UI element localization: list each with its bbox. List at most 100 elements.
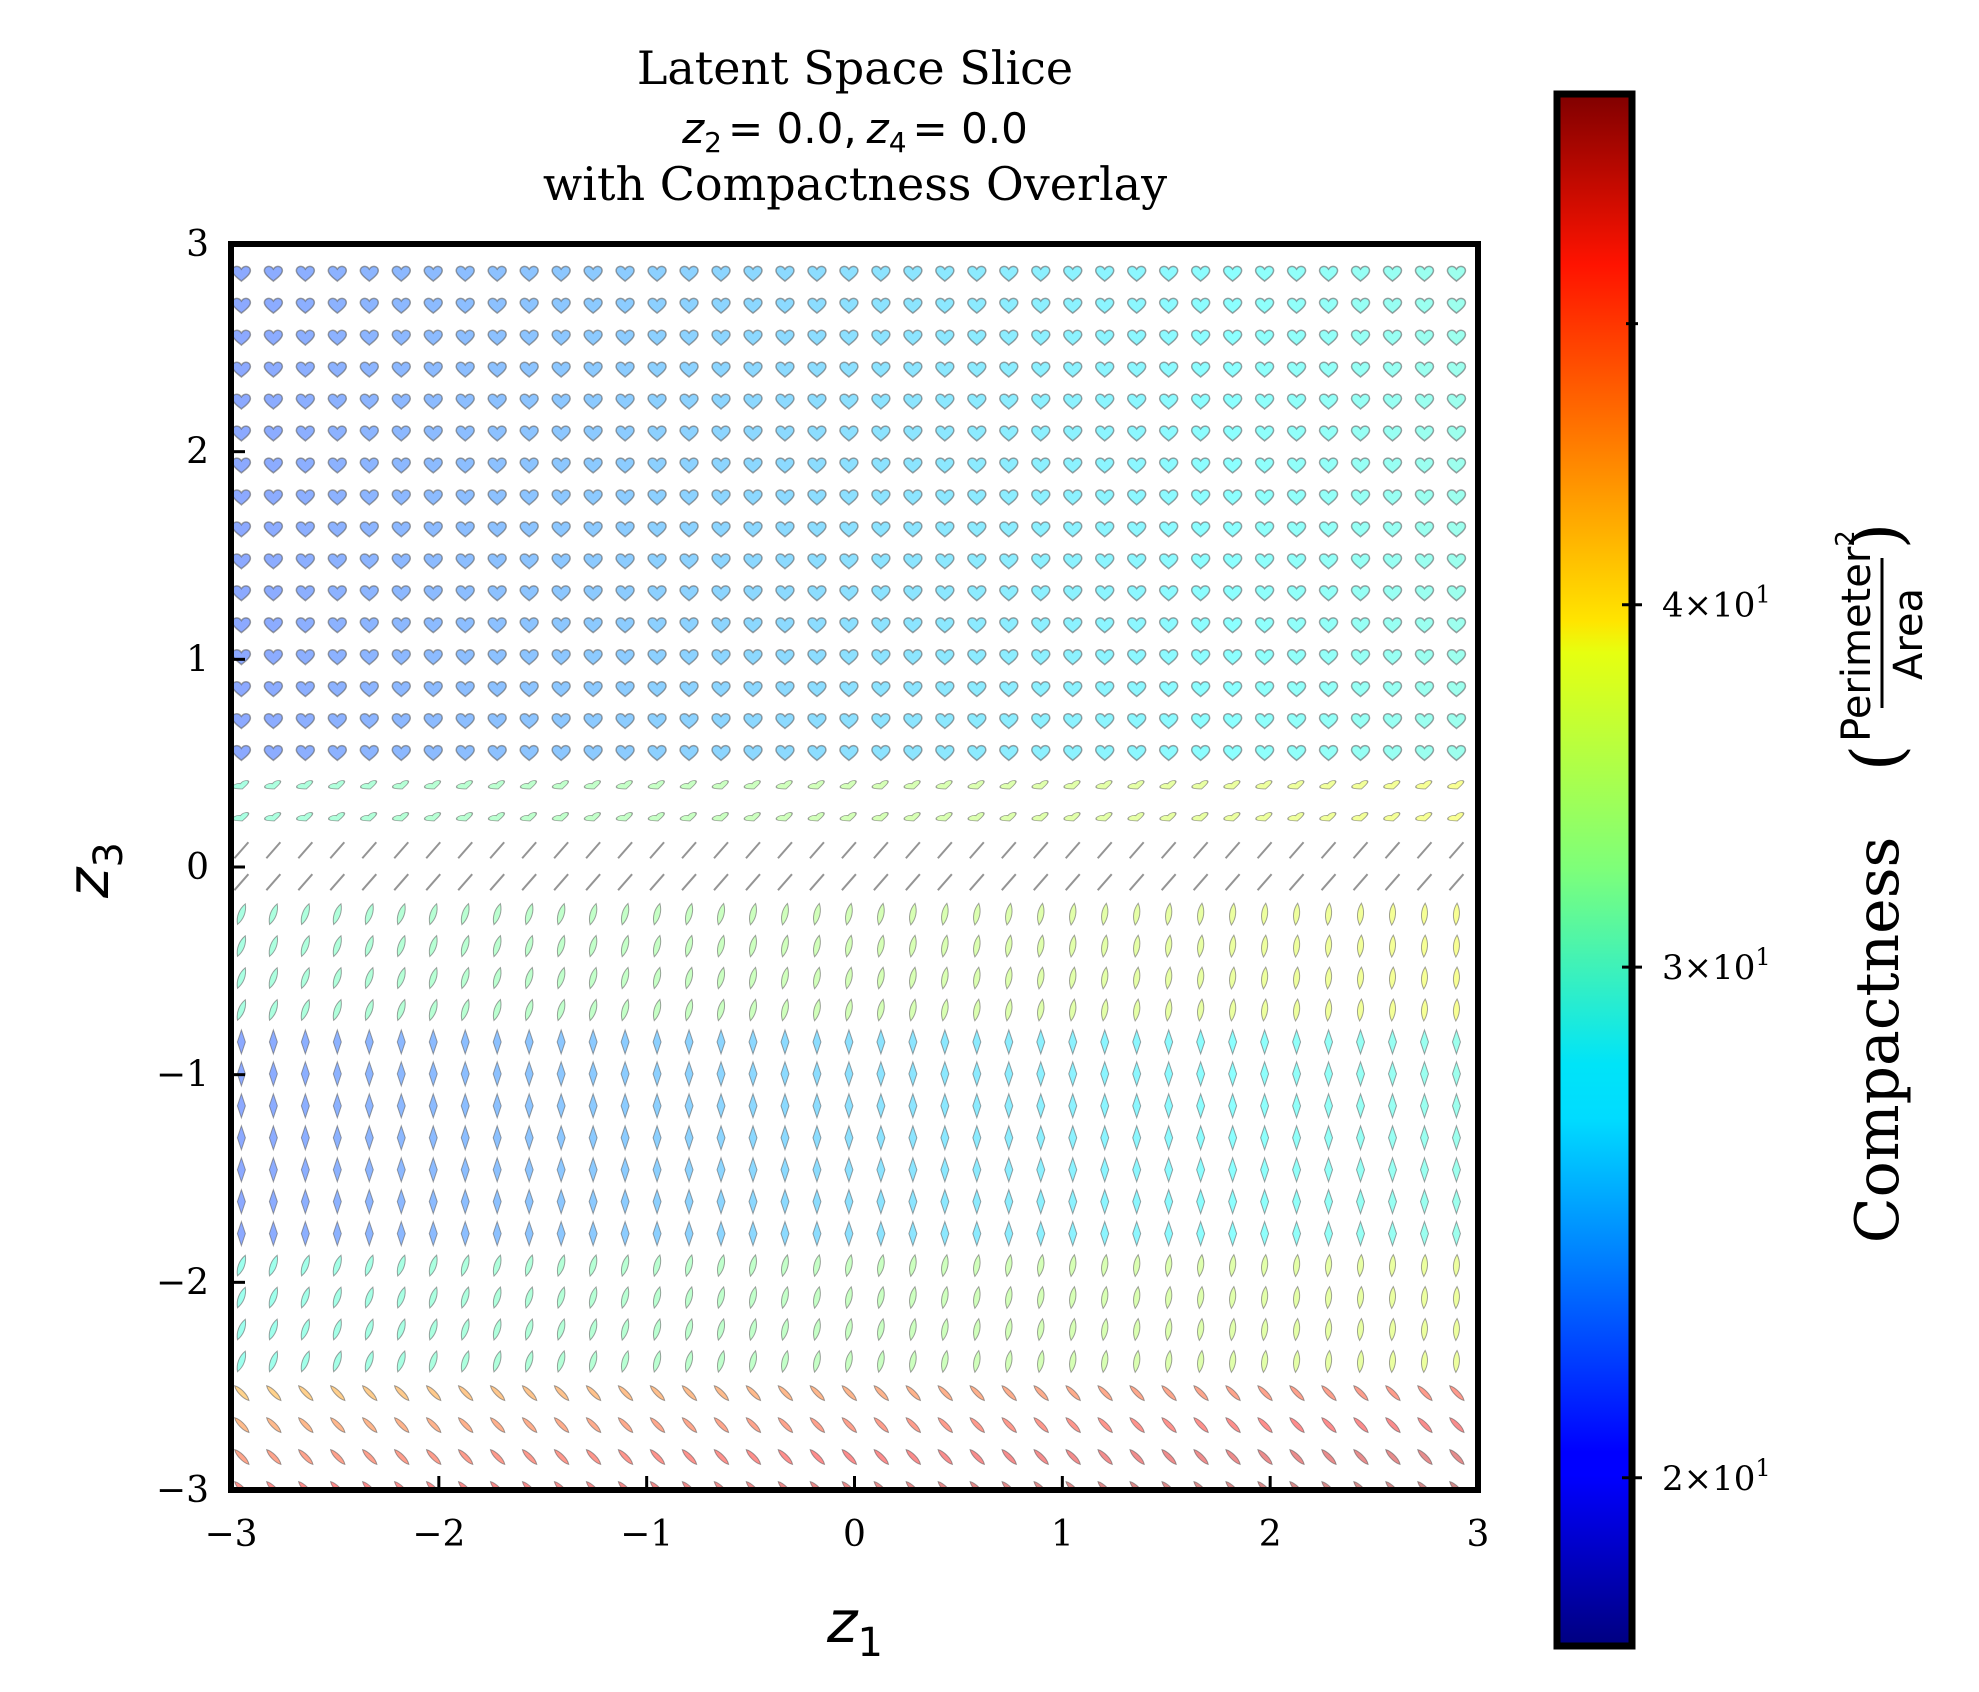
leaf-glyph [364, 966, 374, 990]
diamond-glyph [1451, 1124, 1461, 1152]
flat-heart-glyph [1031, 812, 1049, 822]
heart-glyph [775, 265, 795, 283]
diamond-glyph [812, 1156, 822, 1184]
diamond-glyph [1068, 1028, 1078, 1056]
heart-glyph [295, 617, 316, 634]
leaf-glyph [716, 1253, 726, 1278]
slash-glyph [873, 1385, 890, 1402]
heart-glyph [1094, 649, 1115, 666]
slash-glyph [553, 1448, 570, 1466]
leaf-glyph [1261, 998, 1269, 1022]
heart-glyph [1190, 744, 1211, 762]
heart-glyph [551, 681, 571, 698]
diamond-glyph [236, 1220, 246, 1248]
slash-glyph [1129, 1385, 1145, 1402]
heart-glyph [519, 425, 539, 442]
diamond-glyph [1100, 1060, 1110, 1088]
heart-glyph [1382, 744, 1403, 762]
heart-glyph [967, 489, 987, 506]
leaf-glyph [620, 934, 630, 958]
heart-glyph [1446, 329, 1467, 347]
heart-glyph [1126, 649, 1147, 666]
heart-glyph [807, 585, 827, 602]
leaf-glyph [620, 902, 630, 926]
slash-glyph [681, 1448, 698, 1466]
slash-glyph [1353, 1511, 1368, 1531]
line-glyph [713, 841, 729, 859]
diamond-glyph [268, 1060, 278, 1088]
heart-glyph [743, 585, 763, 602]
heart-glyph [711, 425, 731, 442]
leaf-glyph [684, 998, 694, 1022]
heart-glyph [871, 297, 891, 315]
flat-heart-glyph [519, 780, 538, 790]
leaf-glyph [1261, 1285, 1269, 1310]
diamond-glyph [268, 1220, 278, 1248]
flat-heart-glyph [807, 812, 825, 822]
diamond-glyph [1004, 1028, 1014, 1056]
heart-glyph [1286, 489, 1307, 506]
leaf-glyph [1101, 1317, 1109, 1342]
heart-glyph [1031, 681, 1051, 698]
leaf-glyph [1292, 966, 1301, 990]
heart-glyph [935, 489, 955, 506]
leaf-glyph [1005, 1285, 1013, 1310]
heart-glyph [871, 617, 891, 634]
heart-glyph [1254, 617, 1275, 634]
line-glyph [745, 873, 761, 891]
leaf-glyph [1292, 902, 1301, 927]
heart-glyph [455, 425, 475, 442]
leaf-glyph [1229, 998, 1237, 1022]
heart-glyph [1126, 713, 1147, 730]
heart-glyph [743, 393, 763, 411]
heart-glyph [615, 297, 635, 315]
slash-glyph [1161, 1385, 1177, 1402]
flat-heart-glyph [455, 780, 474, 790]
slash-glyph [1257, 1448, 1273, 1466]
flat-heart-glyph [423, 812, 442, 822]
leaf-glyph [1101, 998, 1109, 1022]
leaf-glyph [1324, 934, 1333, 959]
diamond-glyph [1132, 1124, 1142, 1152]
heart-glyph [1190, 265, 1211, 283]
leaf-glyph [1197, 934, 1205, 959]
heart-glyph [295, 361, 316, 379]
diamond-glyph [1355, 1124, 1366, 1152]
diamond-glyph [588, 1028, 598, 1056]
leaf-glyph [749, 1285, 757, 1310]
leaf-glyph [428, 998, 438, 1022]
slash-glyph [1449, 1511, 1464, 1531]
diamond-glyph [716, 1220, 726, 1248]
leaf-glyph [1420, 1253, 1428, 1278]
heart-glyph [743, 489, 763, 506]
slash-glyph [297, 1385, 314, 1402]
diamond-glyph [716, 1028, 726, 1056]
leaf-glyph [396, 998, 406, 1022]
heart-glyph [1126, 393, 1147, 411]
leaf-glyph [332, 934, 342, 958]
leaf-glyph [1165, 966, 1173, 990]
subtitle-sub-4: 4 [889, 126, 907, 159]
slash-glyph [1481, 1383, 1496, 1403]
heart-glyph [999, 489, 1019, 506]
leaf-glyph [1005, 998, 1013, 1022]
heart-glyph [711, 457, 731, 474]
slash-glyph [1097, 1416, 1113, 1434]
slash-glyph [778, 1511, 793, 1531]
heart-glyph [1479, 490, 1497, 505]
leaf-glyph [1324, 1285, 1333, 1310]
slash-glyph [937, 1385, 954, 1402]
flat-heart-glyph [679, 812, 697, 822]
leaf-glyph [813, 1317, 821, 1342]
diamond-glyph [268, 1092, 278, 1120]
subtitle-val-z2: = 0.0, [728, 104, 857, 153]
slash-glyph [1193, 1385, 1209, 1402]
slash-glyph [841, 1385, 858, 1402]
flat-heart-glyph [935, 780, 953, 790]
heart-glyph [359, 617, 380, 634]
heart-glyph [455, 393, 475, 411]
heart-glyph [1062, 649, 1083, 666]
heart-glyph [1031, 585, 1051, 602]
leaf-glyph [236, 1350, 247, 1373]
